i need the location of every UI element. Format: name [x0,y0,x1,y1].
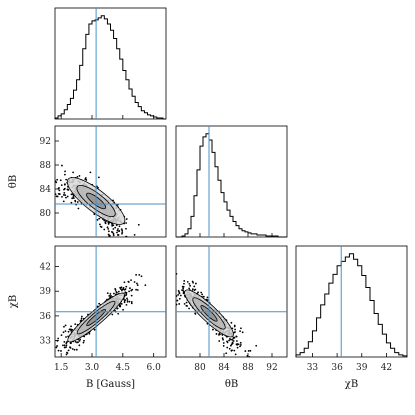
panel-frame [175,245,288,358]
y-tick-label: 42 [40,263,51,273]
x-tick-label: 84 [218,363,230,373]
x-tick-label: 33 [307,363,319,373]
scatter-points [55,164,140,237]
y-axis-label-chi_B: χB [8,295,19,308]
y-tick-label: 92 [40,137,51,147]
x-tick-label: 4.5 [116,363,131,373]
x-tick-label: 3.0 [85,363,100,373]
scatter-theta_B-vs-chi_B [175,245,288,358]
histogram-line [295,253,408,357]
y-tick-label: 36 [40,312,52,322]
panel-frame [295,245,408,358]
y-tick-label: 84 [40,185,52,195]
histogram-theta_B [175,125,288,238]
histogram-chi_B [295,245,408,358]
panel-frame [54,7,167,120]
y-axis-label-theta_B: θB [8,175,19,188]
x-tick-label: 88 [242,363,254,373]
y-tick-label: 39 [40,287,52,297]
x-tick-label: 6.0 [147,363,162,373]
x-tick-label: 92 [266,363,277,373]
x-tick-label: 80 [194,363,206,373]
y-tick-label: 88 [40,161,52,171]
x-axis-label-chi_B: χB [345,379,358,390]
x-tick-label: 36 [331,363,343,373]
y-tick-label: 80 [40,209,52,219]
scatter-B-vs-theta_B [54,125,167,238]
histogram-line [54,15,166,120]
x-tick-label: 1.5 [54,363,69,373]
y-tick-label: 33 [40,337,52,347]
x-tick-label: 39 [356,363,368,373]
panel-frame [54,125,167,238]
panel-frame [175,125,288,238]
histogram-line [176,133,287,238]
x-axis-label-theta_B: θB [225,379,238,390]
panel-frame [54,245,167,358]
histogram-B [54,7,167,120]
x-axis-label-B: B [Gauss] [86,379,135,390]
x-tick-label: 42 [381,363,392,373]
scatter-B-vs-chi_B [54,245,167,358]
